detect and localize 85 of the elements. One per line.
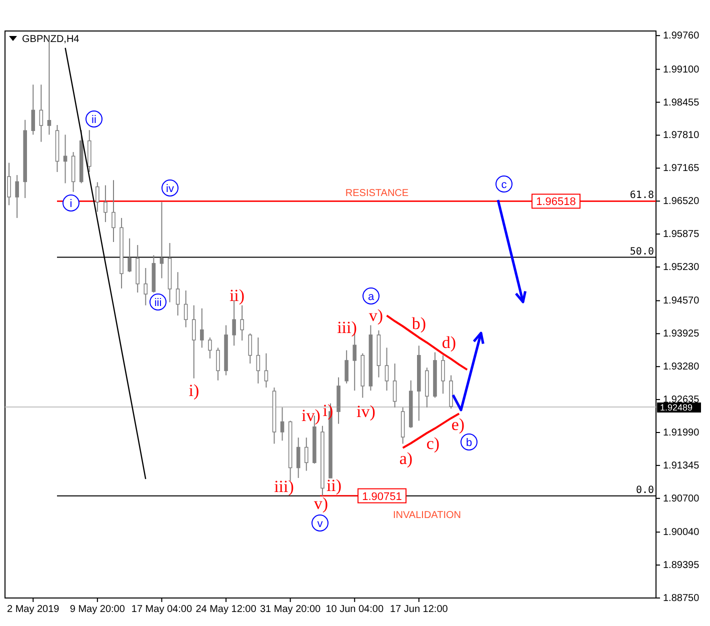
- candlestick: [31, 84, 36, 136]
- y-tick-label: 1.91345: [663, 460, 700, 472]
- x-tick-label: 17 May 04:00: [131, 604, 192, 615]
- candlestick: [192, 304, 196, 379]
- x-tick-label: 10 Jun 04:00: [326, 604, 384, 615]
- annotation: INVALIDATION: [393, 510, 461, 521]
- candlestick: [208, 336, 212, 359]
- annotation: a): [399, 449, 413, 468]
- annotation: v: [317, 518, 324, 530]
- annotation: c): [426, 434, 440, 453]
- annotation: iv): [356, 402, 376, 421]
- candlestick: [304, 437, 308, 472]
- annotation: iii): [337, 318, 357, 337]
- annotation: b: [466, 437, 472, 449]
- annotation: i): [188, 381, 200, 400]
- y-tick-label: 1.90700: [663, 493, 700, 504]
- candlestick: [176, 272, 180, 316]
- candlestick: [256, 336, 260, 384]
- candlestick: [160, 202, 164, 279]
- y-tick-label: 1.95875: [663, 229, 700, 240]
- y-tick-label: 1.96520: [663, 196, 700, 208]
- candlestick: [63, 134, 68, 184]
- ref-line-label: 1.92489: [660, 402, 693, 413]
- x-tick-label: 31 May 20:00: [260, 604, 322, 615]
- chart-title: GBPNZD,H4: [22, 34, 80, 45]
- annotation: e): [451, 415, 465, 434]
- candlestick: [248, 332, 252, 364]
- candlestick: [200, 308, 204, 348]
- y-tick-label: 1.97810: [663, 130, 700, 142]
- y-tick-label: 1.93925: [663, 328, 700, 340]
- x-tick-label: 2 May 2019: [6, 604, 60, 615]
- annotation: iv: [166, 183, 174, 195]
- y-tick-label: 1.98455: [663, 97, 700, 108]
- annotation: i): [322, 401, 334, 420]
- candlestick: [39, 84, 44, 142]
- y-tick-label: 1.94570: [663, 296, 700, 307]
- candlestick: [280, 406, 284, 442]
- x-tick-label: 17 Jun 12:00: [390, 604, 448, 615]
- x-tick-label: 9 May 20:00: [70, 604, 126, 615]
- annotation: RESISTANCE: [345, 188, 409, 199]
- candlestick: [104, 184, 108, 223]
- candlestick: [240, 304, 244, 342]
- annotation: iii): [274, 477, 294, 496]
- annotation: 61.8: [630, 190, 654, 202]
- annotation: i: [70, 198, 72, 210]
- candlestick: [392, 363, 397, 408]
- y-tick-label: 1.89395: [663, 560, 700, 572]
- annotation: a: [368, 291, 375, 303]
- annotation: v): [314, 494, 328, 513]
- annotation: iii: [154, 297, 162, 309]
- candlestick: [216, 347, 220, 381]
- candlestick: [296, 437, 300, 478]
- annotation: ii): [229, 286, 245, 305]
- y-tick-label: 1.91990: [663, 427, 700, 438]
- annotation: ii): [326, 476, 342, 495]
- y-tick-label: 1.88750: [663, 593, 700, 604]
- candlestick: [144, 268, 148, 306]
- candlestick: [112, 180, 116, 242]
- candlestick: [344, 350, 348, 384]
- candlestick: [7, 162, 11, 206]
- annotation: iv): [302, 406, 320, 425]
- annotation: b): [412, 314, 426, 333]
- annotation: 0.0: [636, 484, 654, 496]
- candlestick: [128, 238, 132, 273]
- line-series: [386, 314, 468, 371]
- y-tick-label: 1.93280: [663, 362, 700, 373]
- annotation: ii: [92, 114, 96, 126]
- y-tick-label: 1.90040: [663, 527, 700, 538]
- annotation: c: [501, 179, 508, 191]
- ref-line-label: 1.90751: [362, 490, 402, 503]
- y-tick-label: 1.99100: [663, 64, 700, 76]
- ref-line-label: 1.96518: [536, 196, 576, 208]
- candlestick: [441, 354, 445, 394]
- x-tick-label: 24 May 12:00: [196, 604, 257, 615]
- y-tick-label: 1.97165: [663, 163, 700, 174]
- candlestick: [264, 352, 268, 388]
- annotation: 50.0: [630, 246, 654, 258]
- y-tick-label: 1.95230: [663, 262, 700, 273]
- candlestick: [96, 182, 100, 212]
- candlestick: [15, 174, 19, 218]
- candlestick: [184, 290, 188, 328]
- candlestick: [384, 347, 389, 392]
- y-tick-label: 1.99760: [663, 30, 700, 42]
- annotation: v): [368, 306, 384, 325]
- annotation: d): [442, 333, 456, 352]
